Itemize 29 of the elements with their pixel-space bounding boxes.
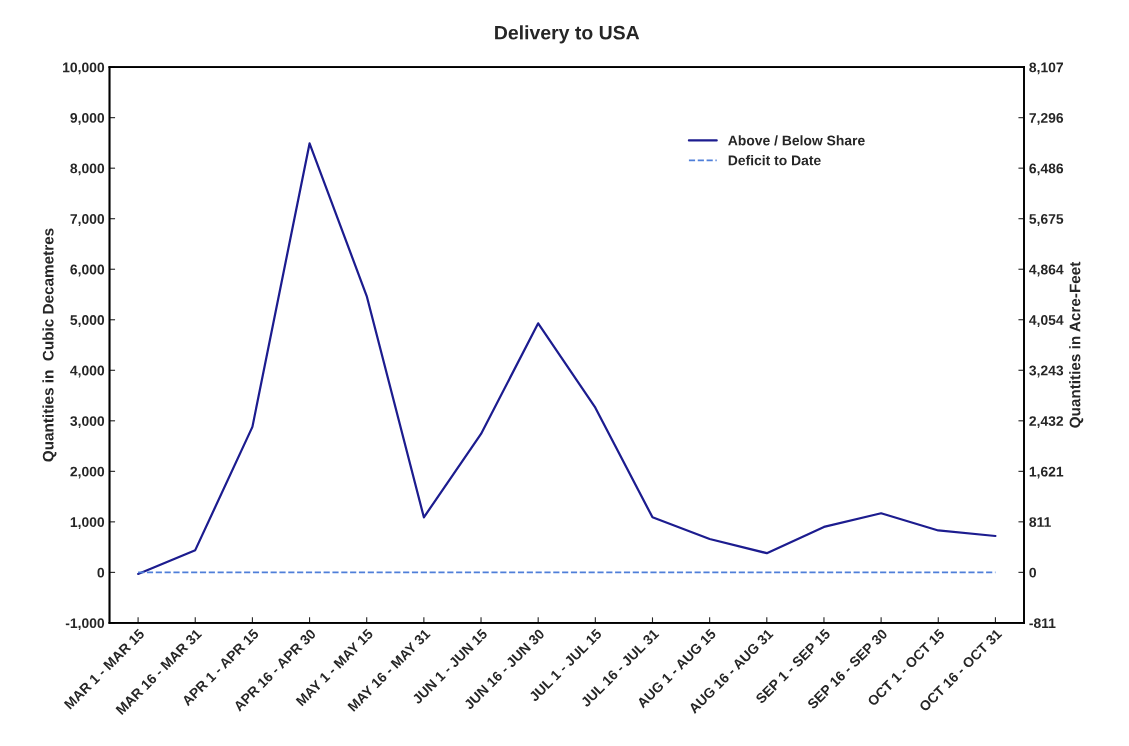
y2-tick-label: -811	[1029, 618, 1056, 629]
legend-label: Above / Below Share	[728, 135, 865, 146]
chart-title: Delivery to USA	[495, 25, 640, 44]
y-tick-label: 3,000	[70, 416, 105, 428]
y-tick-label: 8,000	[70, 163, 105, 176]
y2-tick-label: 3,243	[1029, 365, 1064, 378]
y2-tick-label: 8,107	[1029, 62, 1064, 75]
y2-tick-label: 811	[1029, 517, 1051, 527]
y2-tick-label: 6,486	[1029, 163, 1064, 176]
y-tick-label: 10,000	[63, 62, 105, 75]
y2-tick-label: 1,621	[1029, 466, 1064, 479]
y2-tick-label: 4,864	[1029, 264, 1064, 277]
y-tick-label: 9,000	[70, 113, 105, 125]
y-tick-label: 7,000	[70, 214, 105, 226]
y2-axis-title: Quantities in Acre-Feet	[1069, 261, 1084, 428]
y-tick-label: 0	[97, 567, 105, 578]
y-tick-label: 4,000	[70, 365, 105, 378]
y-tick-label: 5,000	[70, 315, 105, 327]
y-axis-title: Quantities in Cubic Decametres	[42, 228, 57, 462]
y2-tick-label: 7,296	[1029, 113, 1064, 125]
y2-tick-label: 0	[1029, 567, 1037, 578]
y-tick-label: -1,000	[65, 618, 105, 631]
y-tick-label: 6,000	[70, 264, 105, 277]
y2-tick-label: 2,432	[1029, 416, 1064, 428]
y2-tick-label: 5,675	[1029, 214, 1064, 226]
y-tick-label: 1,000	[70, 517, 105, 530]
y-tick-label: 2,000	[70, 466, 105, 479]
y2-tick-label: 4,054	[1029, 315, 1064, 327]
legend-label: Deficit to Date	[728, 155, 821, 166]
